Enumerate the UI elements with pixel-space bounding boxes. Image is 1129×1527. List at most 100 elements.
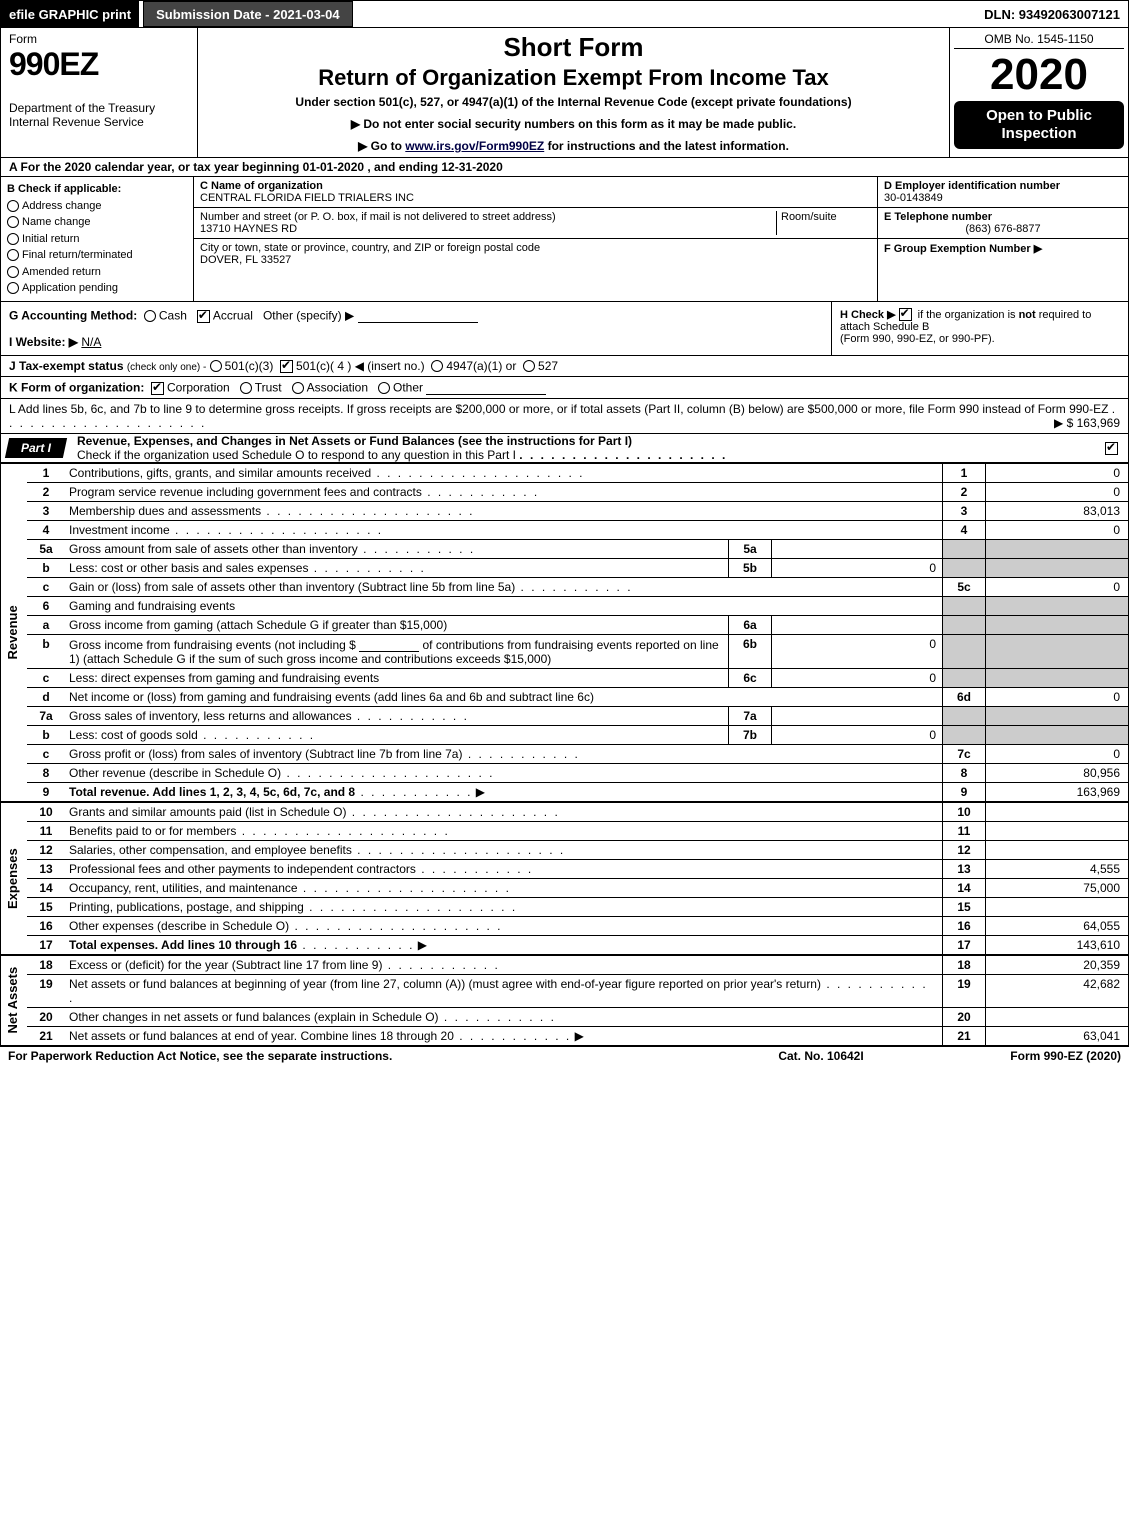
line-num: 2 bbox=[27, 482, 65, 501]
box-b-title: B Check if applicable: bbox=[7, 183, 121, 195]
dept-line-2: Internal Revenue Service bbox=[9, 115, 144, 129]
val-col bbox=[986, 840, 1129, 859]
line-num: b bbox=[27, 725, 65, 744]
radio-icon[interactable] bbox=[431, 360, 443, 372]
line-5b-txt: Less: cost or other basis and sales expe… bbox=[69, 561, 426, 575]
short-form-title: Short Form bbox=[206, 32, 941, 63]
radio-icon[interactable] bbox=[7, 233, 19, 245]
radio-icon[interactable] bbox=[378, 382, 390, 394]
dept-line-1: Department of the Treasury bbox=[9, 101, 155, 115]
part-1-table: Revenue 1 Contributions, gifts, grants, … bbox=[0, 463, 1129, 1046]
line-7c-txt: Gross profit or (loss) from sales of inv… bbox=[69, 747, 580, 761]
line-19-txt: Net assets or fund balances at beginning… bbox=[69, 977, 821, 991]
line-1-txt: Contributions, gifts, grants, and simila… bbox=[69, 466, 585, 480]
submission-date-button[interactable]: Submission Date - 2021-03-04 bbox=[143, 1, 353, 27]
val-col: 0 bbox=[986, 744, 1129, 763]
line-num: 21 bbox=[27, 1026, 65, 1045]
line-num: d bbox=[27, 687, 65, 706]
g-other-field[interactable] bbox=[358, 308, 478, 323]
i-lbl: I Website: ▶ bbox=[9, 335, 78, 349]
line-g-i: G Accounting Method: Cash Accrual Other … bbox=[1, 302, 831, 355]
dln-label: DLN: 93492063007121 bbox=[976, 1, 1128, 27]
line-6-txt: Gaming and fundraising events bbox=[65, 596, 943, 615]
num-col: 16 bbox=[943, 916, 986, 935]
line-2-txt: Program service revenue including govern… bbox=[69, 485, 539, 499]
line-num: 15 bbox=[27, 897, 65, 916]
line-num: 3 bbox=[27, 501, 65, 520]
radio-icon[interactable] bbox=[7, 266, 19, 278]
line-15-txt: Printing, publications, postage, and shi… bbox=[69, 900, 517, 914]
line-14-txt: Occupancy, rent, utilities, and maintena… bbox=[69, 881, 511, 895]
h-txt3: (Form 990, 990-EZ, or 990-PF). bbox=[840, 333, 995, 345]
val-col: 0 bbox=[986, 482, 1129, 501]
radio-icon[interactable] bbox=[7, 216, 19, 228]
c-name-lbl: C Name of organization bbox=[200, 180, 323, 192]
radio-icon[interactable] bbox=[7, 249, 19, 261]
g-accrual: Accrual bbox=[213, 308, 253, 322]
line-16-txt: Other expenses (describe in Schedule O) bbox=[69, 919, 502, 933]
num-col: 6d bbox=[943, 687, 986, 706]
num-col: 8 bbox=[943, 763, 986, 782]
open-public-badge: Open to Public Inspection bbox=[954, 101, 1124, 149]
irs-link[interactable]: www.irs.gov/Form990EZ bbox=[405, 139, 544, 153]
top-bar: efile GRAPHIC print Submission Date - 20… bbox=[0, 0, 1129, 28]
checkbox-icon[interactable] bbox=[197, 310, 210, 323]
val-col: 42,682 bbox=[986, 974, 1129, 1007]
checkbox-icon[interactable] bbox=[151, 382, 164, 395]
expenses-vlabel: Expenses bbox=[1, 802, 28, 955]
val-col bbox=[986, 1007, 1129, 1026]
box-c: C Name of organization CENTRAL FLORIDA F… bbox=[194, 177, 877, 301]
line-8-txt: Other revenue (describe in Schedule O) bbox=[69, 766, 494, 780]
goto-post: for instructions and the latest informat… bbox=[548, 139, 789, 153]
l-txt: L Add lines 5b, 6c, and 7b to line 9 to … bbox=[9, 402, 1108, 416]
sub-val: 0 bbox=[772, 634, 943, 668]
num-col: 15 bbox=[943, 897, 986, 916]
sub-num: 5b bbox=[729, 558, 772, 577]
line-11-txt: Benefits paid to or for members bbox=[69, 824, 450, 838]
phone-value: (863) 676-8877 bbox=[884, 223, 1122, 235]
radio-icon[interactable] bbox=[240, 382, 252, 394]
footer-right: Form 990-EZ (2020) bbox=[921, 1049, 1121, 1063]
sub-num: 7a bbox=[729, 706, 772, 725]
radio-icon[interactable] bbox=[292, 382, 304, 394]
line-5a-txt: Gross amount from sale of assets other t… bbox=[69, 542, 475, 556]
website-value: N/A bbox=[81, 335, 101, 349]
line-13-txt: Professional fees and other payments to … bbox=[69, 862, 533, 876]
num-col-shade bbox=[943, 725, 986, 744]
num-col: 3 bbox=[943, 501, 986, 520]
val-col: 83,013 bbox=[986, 501, 1129, 520]
line-num: c bbox=[27, 577, 65, 596]
dots-icon bbox=[355, 785, 472, 799]
checkbox-icon[interactable] bbox=[280, 360, 293, 373]
radio-icon[interactable] bbox=[7, 200, 19, 212]
c-street-lbl: Number and street (or P. O. box, if mail… bbox=[200, 211, 556, 223]
form-word: Form bbox=[9, 32, 189, 46]
b-initial-return: Initial return bbox=[22, 233, 79, 245]
val-col bbox=[986, 897, 1129, 916]
ein-value: 30-0143849 bbox=[884, 192, 943, 204]
checkbox-icon[interactable] bbox=[899, 308, 912, 321]
num-col: 5c bbox=[943, 577, 986, 596]
num-col: 7c bbox=[943, 744, 986, 763]
dept-treasury: Department of the Treasury Internal Reve… bbox=[9, 101, 189, 130]
line-21-txt: Net assets or fund balances at end of ye… bbox=[69, 1029, 571, 1043]
efile-button[interactable]: efile GRAPHIC print bbox=[1, 1, 139, 27]
num-col: 4 bbox=[943, 520, 986, 539]
num-col: 11 bbox=[943, 821, 986, 840]
num-col: 10 bbox=[943, 802, 986, 822]
k-other-field[interactable] bbox=[426, 380, 546, 395]
header-right: OMB No. 1545-1150 2020 Open to Public In… bbox=[949, 28, 1128, 157]
radio-icon[interactable] bbox=[523, 360, 535, 372]
val-col: 163,969 bbox=[986, 782, 1129, 802]
radio-icon[interactable] bbox=[144, 310, 156, 322]
omb-number: OMB No. 1545-1150 bbox=[954, 32, 1124, 49]
val-col-shade bbox=[986, 634, 1129, 668]
box-b: B Check if applicable: Address change Na… bbox=[1, 177, 194, 301]
radio-icon[interactable] bbox=[210, 360, 222, 372]
goto-line: ▶ Go to www.irs.gov/Form990EZ for instru… bbox=[206, 139, 941, 153]
return-title: Return of Organization Exempt From Incom… bbox=[206, 65, 941, 91]
line-5c-txt: Gain or (loss) from sale of assets other… bbox=[69, 580, 633, 594]
checkbox-icon[interactable] bbox=[1105, 442, 1118, 455]
6b-amount-field[interactable] bbox=[359, 637, 419, 652]
radio-icon[interactable] bbox=[7, 282, 19, 294]
